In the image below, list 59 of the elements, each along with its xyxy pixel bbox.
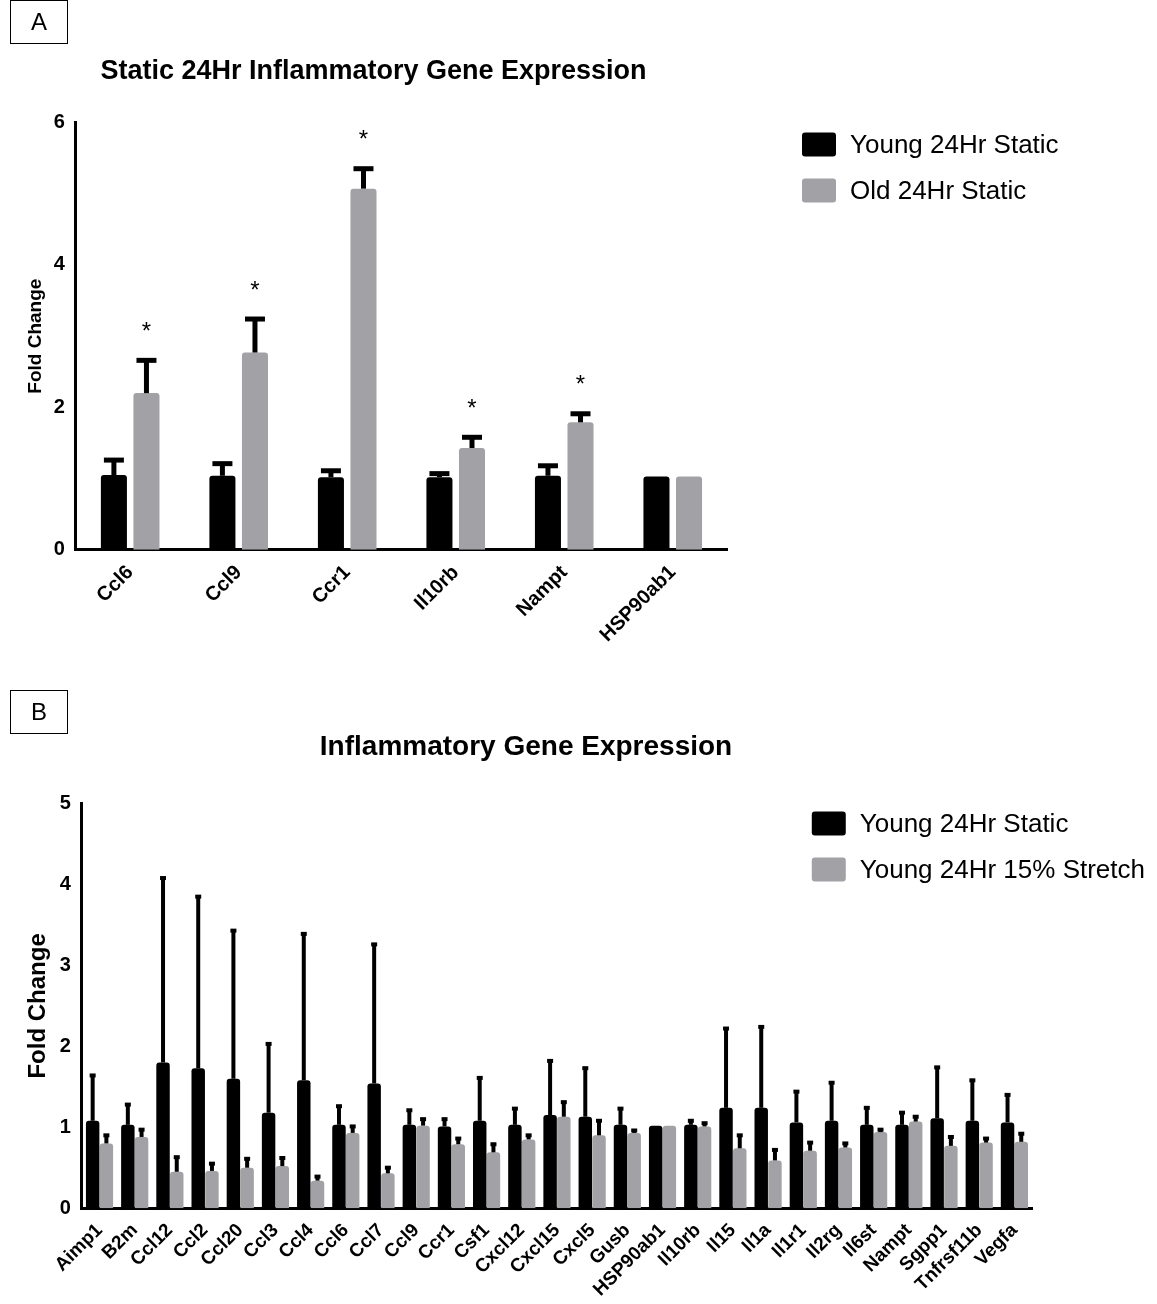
- bar: [381, 1173, 395, 1209]
- chart-title: Inflammatory Gene Expression: [319, 729, 733, 761]
- y-tick-label: 4: [59, 872, 72, 895]
- legend-label: Young 24Hr Static: [859, 807, 1069, 838]
- bar: [486, 1152, 501, 1209]
- bar: [99, 1143, 114, 1209]
- y-tick-label: 1: [59, 1114, 71, 1137]
- bar: [733, 1148, 747, 1209]
- bar: [627, 1132, 641, 1209]
- bar: [557, 1116, 571, 1209]
- y-axis-title: Fold Change: [23, 278, 45, 394]
- y-tick-label: 6: [53, 109, 65, 132]
- bar: [350, 188, 377, 550]
- bar: [416, 1125, 430, 1209]
- bar: [1014, 1141, 1028, 1209]
- legend-label: Young 24Hr 15% Stretch: [859, 853, 1146, 884]
- annotation: *: [575, 370, 586, 398]
- y-tick-label: 0: [53, 537, 65, 560]
- bar: [908, 1121, 923, 1209]
- bar: [345, 1132, 360, 1209]
- x-tick-label: Il15: [702, 1218, 740, 1257]
- annotation: *: [250, 275, 260, 303]
- y-tick-label: 2: [53, 394, 65, 417]
- bar: [697, 1126, 712, 1209]
- bar: [662, 1125, 677, 1209]
- bar: [676, 476, 703, 550]
- text: A: [10, 0, 68, 44]
- bar: [275, 1166, 290, 1209]
- y-axis-title: Fold Change: [23, 933, 51, 1079]
- annotation: *: [141, 316, 152, 344]
- legend-label: Young 24Hr Static: [850, 128, 1059, 159]
- bar: [241, 352, 268, 550]
- y-tick-label: 4: [53, 252, 66, 275]
- y-tick-label: 2: [59, 1033, 71, 1056]
- bar: [979, 1142, 993, 1209]
- chart-title: Static 24Hr Inflammatory Gene Expression: [100, 54, 647, 85]
- bar: [240, 1167, 254, 1209]
- bar: [458, 447, 486, 550]
- legend-label: Old 24Hr Static: [850, 174, 1027, 205]
- bar: [944, 1145, 958, 1209]
- y-tick-label: 5: [59, 791, 71, 814]
- bar: [838, 1147, 853, 1209]
- text: B: [10, 690, 68, 734]
- bar: [170, 1171, 184, 1209]
- bar: [873, 1132, 888, 1209]
- bar: [451, 1144, 465, 1209]
- bar: [803, 1150, 817, 1209]
- bar: [592, 1135, 606, 1209]
- y-tick-label: 3: [59, 952, 71, 975]
- bar: [134, 1136, 149, 1209]
- bar: [205, 1170, 219, 1209]
- bar: [567, 422, 594, 550]
- y-tick-label: 0: [59, 1195, 71, 1218]
- bar: [768, 1160, 782, 1209]
- annotation: *: [467, 393, 477, 421]
- bar: [521, 1139, 536, 1209]
- bar: [133, 393, 160, 550]
- annotation: *: [358, 125, 369, 153]
- bar: [310, 1180, 325, 1209]
